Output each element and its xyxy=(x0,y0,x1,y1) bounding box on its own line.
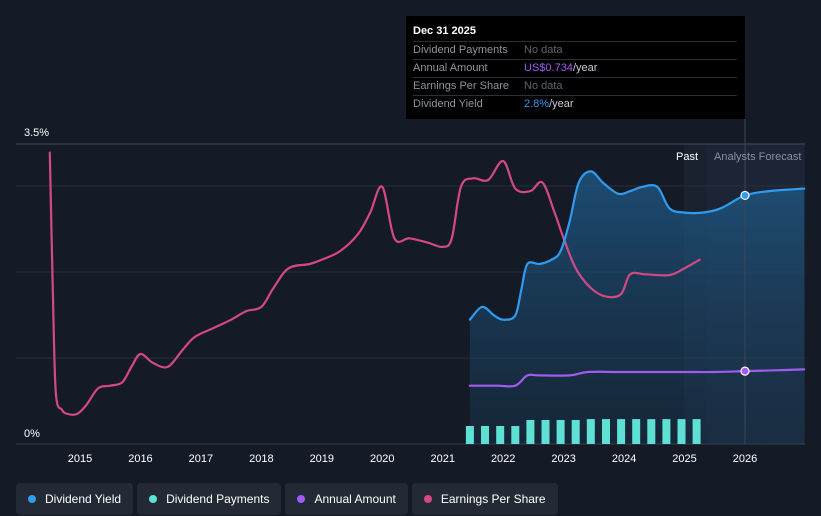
dividend-yield-area xyxy=(469,171,805,444)
tooltip-date: Dec 31 2025 xyxy=(413,25,476,37)
tooltip-row-dividend-yield: Dividend Yield 2.8%/year xyxy=(413,95,737,113)
legend-dot-icon xyxy=(149,495,158,503)
dividend-payment-bar xyxy=(677,419,686,444)
dividend-yield-unit: /year xyxy=(549,98,574,110)
dividend-payment-bar xyxy=(541,420,550,444)
dividend-payment-bar xyxy=(496,426,505,444)
dividend-payment-bar xyxy=(632,419,641,444)
legend-label: Dividend Payments xyxy=(166,492,270,506)
dividend-payment-bar xyxy=(647,419,656,444)
dividend-payment-bar xyxy=(586,419,595,444)
legend-dot-icon xyxy=(28,495,36,503)
x-tick-label-2025: 2025 xyxy=(672,453,696,465)
dividend-payment-bar xyxy=(662,419,671,444)
annual-amount-unit: /year xyxy=(572,62,598,74)
legend-item-earnings-per-share[interactable]: Earnings Per Share xyxy=(411,483,558,515)
x-tick-label-2024: 2024 xyxy=(612,453,636,465)
legend-item-annual-amount[interactable]: Annual Amount xyxy=(285,483,408,515)
x-tick-label-2020: 2020 xyxy=(370,453,394,465)
dividend-payment-bar xyxy=(526,420,535,444)
dividend-payment-bar xyxy=(617,419,626,444)
annual-amount-marker xyxy=(740,366,750,376)
x-tick-label-2026: 2026 xyxy=(733,453,757,465)
tooltip-label: Earnings Per Share xyxy=(413,80,509,92)
tooltip-row-earnings-per-share: Earnings Per Share No data xyxy=(413,77,737,95)
x-tick-label-2019: 2019 xyxy=(310,453,334,465)
dividend-yield-line xyxy=(468,170,806,321)
dividend-payment-bar xyxy=(692,419,701,444)
x-tick-label-2016: 2016 xyxy=(128,453,152,465)
dividend-payment-bar xyxy=(481,426,489,444)
legend-dot-icon xyxy=(297,495,306,503)
tooltip-label: Dividend Yield xyxy=(413,98,483,110)
past-label: Past xyxy=(676,151,698,163)
tooltip-row-dividend-payments: Dividend Payments No data xyxy=(413,41,737,59)
x-tick-label-2022: 2022 xyxy=(491,453,515,465)
earnings-per-share-line xyxy=(48,151,701,416)
x-tick-label-2018: 2018 xyxy=(249,453,273,465)
annual-amount-value: US$0.734 xyxy=(524,62,573,74)
dividend-yield-value: 2.8% xyxy=(524,98,550,110)
tooltip-value: No data xyxy=(524,44,563,56)
tooltip-value: No data xyxy=(524,80,563,92)
legend-item-dividend-payments[interactable]: Dividend Payments xyxy=(137,483,282,515)
tooltip-label: Annual Amount xyxy=(413,62,488,74)
dividend-payment-bar xyxy=(556,420,565,444)
tooltip-value: US$0.734/year xyxy=(524,60,597,77)
x-tick-label-2015: 2015 xyxy=(68,453,92,465)
tooltip-row-annual-amount: Annual Amount US$0.734/year xyxy=(413,59,737,77)
y-axis-min-label: 0% xyxy=(24,428,40,440)
dividend-payment-bar xyxy=(511,426,520,444)
legend-label: Earnings Per Share xyxy=(440,492,546,506)
dividend-payment-bar xyxy=(602,419,610,444)
legend-dot-icon xyxy=(423,495,432,503)
x-tick-label-2017: 2017 xyxy=(189,453,213,465)
legend-item-dividend-yield[interactable]: Dividend Yield xyxy=(16,483,134,515)
dividend-payment-bar xyxy=(571,420,580,444)
x-tick-label-2023: 2023 xyxy=(551,453,575,465)
dividend-yield-marker xyxy=(740,190,750,201)
tooltip: Dec 31 2025 Dividend Payments No data An… xyxy=(406,16,745,119)
y-axis-max-label: 3.5% xyxy=(24,127,49,139)
legend-label: Annual Amount xyxy=(314,492,396,506)
tooltip-value: 2.8%/year xyxy=(524,96,574,113)
legend-label: Dividend Yield xyxy=(45,492,122,506)
dividend-payment-bar xyxy=(465,426,474,444)
legend: Dividend Yield Dividend Payments Annual … xyxy=(16,483,558,515)
tooltip-label: Dividend Payments xyxy=(413,44,508,56)
forecast-label: Analysts Forecast xyxy=(714,151,801,163)
x-tick-label-2021: 2021 xyxy=(430,453,454,465)
